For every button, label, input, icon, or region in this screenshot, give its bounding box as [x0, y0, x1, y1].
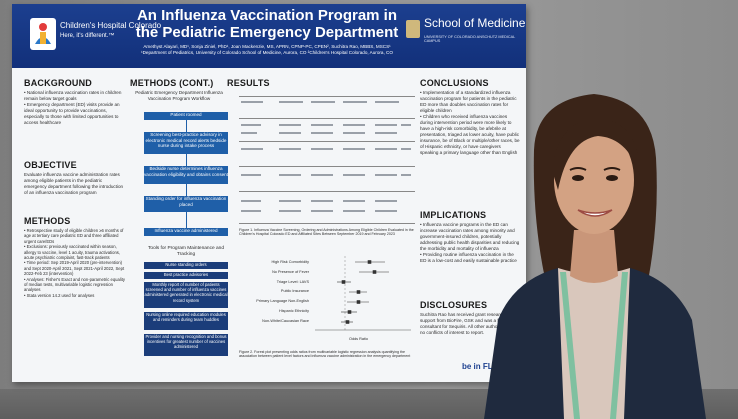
implications-heading: IMPLICATIONS — [420, 210, 487, 220]
table-rule — [239, 118, 415, 119]
conclusions-bullet-text: Children who received influenza vaccines… — [420, 114, 520, 155]
tool-item: Nurse standing orders — [144, 262, 228, 269]
poster-title: An Influenza Vaccination Program in the … — [135, 7, 399, 41]
forest-xlabel: Odds Ratio — [349, 337, 368, 341]
methods-bullet-text: Stata version 14.2 used for analyses — [26, 292, 95, 298]
tool-item: Monthly report of number of patients scr… — [144, 282, 228, 308]
conclusions-bullet: • Children who received influenza vaccin… — [420, 114, 520, 155]
forest-label: Triage Level: LAVS — [276, 279, 309, 284]
forest-label: No Presence of Fever — [272, 269, 309, 274]
disclosures-text: Suchitra Rao has received grant research… — [420, 312, 513, 335]
tool-item: Provider and nursing recognition and bon… — [144, 334, 228, 356]
school-of-medicine-sub: UNIVERSITY OF COLORADO ANSCHUTZ MEDICAL … — [424, 35, 516, 44]
author-list: Amethyst Alayari, MD¹, Sonja Ziniel, PhD… — [143, 44, 391, 49]
childrens-hospital-tagline: Here, it's different.™ — [60, 33, 115, 39]
forest-labels: High Risk Comorbidity No Presence of Fev… — [239, 258, 309, 327]
tools-title: Tools for Program Maintenance and Tracki… — [148, 246, 224, 257]
results-heading: RESULTS — [227, 78, 270, 88]
cu-logo-icon — [406, 20, 420, 38]
affiliation-list: ¹Department of Pediatrics, University of… — [141, 49, 393, 55]
implications-bullet: • Influenza vaccine programs in the ED c… — [420, 222, 520, 251]
disclosures-heading: DISCLOSURES — [420, 300, 488, 310]
methods-bullet: • Time period: Sep 2019-April 2020 (pre-… — [24, 260, 125, 277]
figure1-caption: Figure 1. Influenza Vaccine Screening, O… — [239, 228, 414, 237]
implications-bullet-text: Providing routine influenza vaccination … — [420, 252, 517, 263]
implications-bullet-text: Influenza vaccine programs in the ED can… — [420, 222, 520, 251]
implications-text: • Influenza vaccine programs in the ED c… — [420, 222, 520, 264]
forest-label: Primary Language Non-English — [256, 299, 309, 304]
figure2-caption: Figure 2. Forest plot presenting odds ra… — [239, 350, 411, 359]
table-rule — [239, 166, 415, 167]
forest-label: Public Insurance — [280, 289, 309, 294]
objective-heading: OBJECTIVE — [24, 160, 77, 170]
flow-arrow — [186, 120, 187, 132]
background-bullet: • National influenza vaccination rates i… — [24, 90, 122, 101]
implications-bullet: • Providing routine influenza vaccinatio… — [420, 252, 517, 263]
methods-bullet: • Retrospective study of eligible childr… — [24, 228, 124, 244]
methods-bullet: • Analyses: Fisher's Exact and non-param… — [24, 276, 125, 293]
flow-step-4: Standing order for influenza vaccination… — [144, 196, 228, 212]
conclusions-bullet-text: Implementation of a standardized influen… — [420, 90, 517, 113]
flow-step-1: Patient roomed — [144, 112, 228, 120]
flow-step-3: Bedside nurse determines influenza vacci… — [144, 166, 228, 184]
conclusions-text: • Implementation of a standardized influ… — [420, 90, 520, 156]
flow-arrow — [186, 212, 187, 228]
childrens-hospital-label: Children's Hospital Colorado — [60, 21, 162, 30]
table-rule — [239, 141, 415, 142]
background-bullet-text: National influenza vaccination rates in … — [24, 90, 122, 101]
conclusions-bullet: • Implementation of a standardized influ… — [420, 90, 517, 113]
tool-item: Best practice advisories — [144, 272, 228, 279]
forest-label: Non-White/Caucasian Race — [262, 318, 309, 323]
methods-bullet: • Stata version 14.2 used for analyses — [24, 292, 95, 298]
table-rule — [239, 223, 415, 224]
methods-bullet: • Exclusions: previously vaccinated with… — [24, 244, 121, 261]
table-rule — [239, 96, 415, 97]
conclusions-heading: CONCLUSIONS — [420, 78, 489, 88]
methods-bullet-text: Analyses: Fisher's Exact and non-paramet… — [24, 276, 125, 293]
workflow-subtitle: Pediatric Emergency Department Influenza… — [135, 90, 223, 101]
methods-text: • Retrospective study of eligible childr… — [24, 228, 128, 298]
objective-text: Evaluate influenza vaccine administratio… — [24, 172, 124, 195]
childrens-hospital-logo-icon — [30, 18, 56, 50]
flow-step-2: Screening best-practice advisory in elec… — [144, 132, 228, 154]
results-table — [239, 96, 415, 224]
methods-bullet-text: Retrospective study of eligible children… — [24, 228, 124, 244]
methods-bullet-text: Time period: Sep 2019-April 2020 (pre-in… — [24, 260, 125, 277]
tool-item: Nursing online required education module… — [144, 312, 228, 330]
table-text-lines — [241, 101, 411, 212]
forest-plot: High Risk Comorbidity No Presence of Fev… — [239, 252, 415, 352]
childrens-hospital-name: Children's Hospital Colorado Here, it's … — [60, 21, 161, 41]
background-text: • National influenza vaccination rates i… — [24, 90, 124, 126]
background-bullet-text: Emergency department (ED) visits provide… — [24, 102, 120, 125]
background-bullet: • Emergency department (ED) visits provi… — [24, 102, 120, 125]
methods-heading: METHODS — [24, 216, 71, 226]
forest-plot-marks — [315, 256, 411, 331]
poster-banner: Children's Hospital Colorado Here, it's … — [12, 4, 526, 68]
footer-logo: be in FL — [462, 362, 493, 371]
poster-authors: Amethyst Alayari, MD¹, Sonja Ziniel, PhD… — [132, 44, 402, 55]
table-rule — [239, 191, 415, 192]
research-poster: Children's Hospital Colorado Here, it's … — [12, 4, 526, 382]
methods-cont-heading: METHODS (CONT.) — [130, 78, 214, 88]
flow-arrow — [186, 154, 187, 166]
forest-label: High Risk Comorbidity — [271, 260, 309, 264]
background-heading: BACKGROUND — [24, 78, 92, 88]
forest-label: Hispanic Ethnicity — [279, 308, 309, 313]
flow-arrow — [186, 184, 187, 196]
methods-bullet-text: Exclusions: previously vaccinated within… — [24, 244, 121, 261]
presenter-person — [484, 94, 706, 419]
school-of-medicine-label: School of Medicine — [424, 16, 526, 30]
flow-step-5: Influenza vaccine administered — [144, 228, 228, 236]
